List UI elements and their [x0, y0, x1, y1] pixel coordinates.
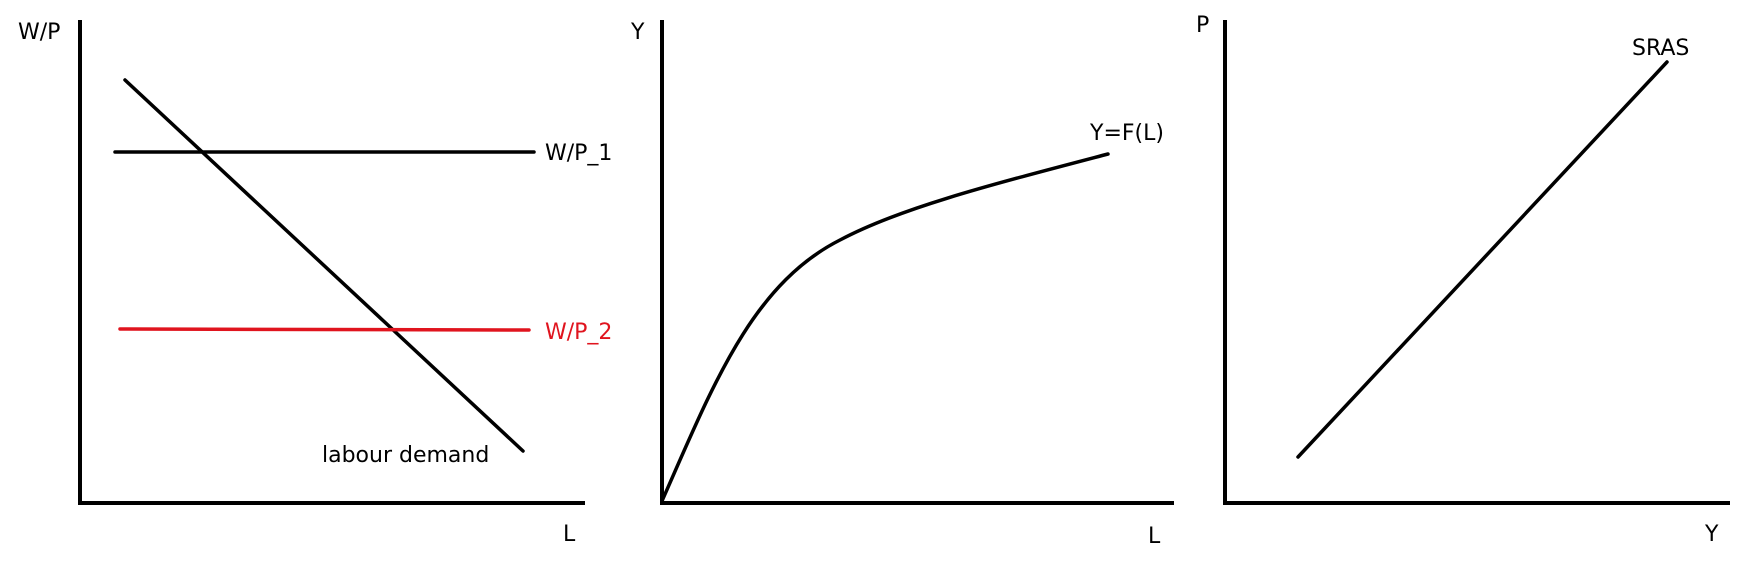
- aggregate-supply-axes: [1223, 20, 1730, 505]
- production-y-axis-label: Y: [630, 20, 645, 45]
- production-x-axis-label: L: [1148, 524, 1161, 549]
- aggregate-supply-y-axis-label: P: [1196, 13, 1209, 38]
- labour-demand-curve: [123, 78, 525, 453]
- production-function-curve: [660, 152, 1110, 503]
- labour-market-axes: [78, 20, 585, 505]
- aggregate-supply-x-axis-label: Y: [1704, 522, 1719, 547]
- labour-market-x-axis-label: L: [563, 522, 576, 547]
- wage-line-2: [118, 327, 531, 332]
- labour-market-y-axis-label: W/P: [18, 20, 60, 45]
- sras-curve: [1296, 60, 1669, 459]
- sras-label: SRAS: [1632, 36, 1689, 61]
- production-function-label: Y=F(L): [1089, 121, 1164, 146]
- labour-market-panel: W/P L W/P_1 W/P_2 labour demand: [18, 20, 612, 547]
- production-panel: Y L Y=F(L): [630, 20, 1174, 549]
- labour-demand-label: labour demand: [322, 443, 489, 468]
- production-axes: [660, 20, 1174, 505]
- wage-line-1-label: W/P_1: [545, 141, 612, 166]
- wage-line-2-label: W/P_2: [545, 320, 612, 345]
- aggregate-supply-panel: P Y SRAS: [1196, 13, 1730, 547]
